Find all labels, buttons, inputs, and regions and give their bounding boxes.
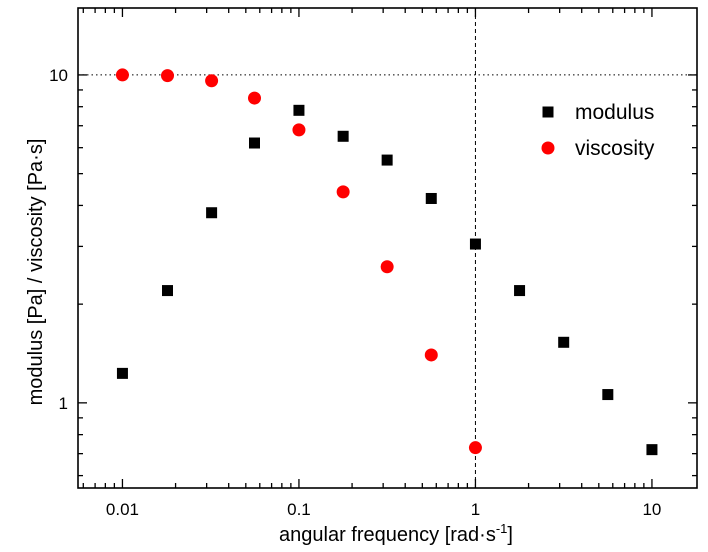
viscosity-point xyxy=(161,69,175,83)
legend-viscosity-label: viscosity xyxy=(575,137,655,160)
viscosity-point xyxy=(115,68,129,82)
x-axis-label-main: angular frequency [rad·s xyxy=(279,524,496,546)
viscosity-point xyxy=(468,441,482,455)
modulus-point xyxy=(646,444,658,456)
viscosity-point xyxy=(380,260,394,274)
x-tick-label: 1 xyxy=(471,500,480,519)
legend-viscosity-marker xyxy=(541,141,555,155)
plot-frame xyxy=(77,7,698,489)
modulus-point xyxy=(337,130,349,142)
y-axis-label: modulus [Pa] / viscosity [Pa·s] xyxy=(25,139,47,406)
modulus-point xyxy=(558,336,570,348)
viscosity-point xyxy=(424,348,438,362)
legend-modulus-marker xyxy=(542,106,554,118)
modulus-point xyxy=(381,154,393,166)
modulus-point xyxy=(602,389,614,401)
legend-modulus-label: modulus xyxy=(575,101,654,124)
viscosity-point xyxy=(205,74,219,88)
y-tick-label: 1 xyxy=(59,394,68,413)
modulus-point xyxy=(293,104,305,116)
y-tick-label: 10 xyxy=(49,66,68,85)
viscosity-point xyxy=(336,185,350,199)
x-axis-label-exponent: -1 xyxy=(496,521,508,536)
legend: modulus viscosity xyxy=(541,101,655,160)
x-axis-label: angular frequency [rad·s-1] xyxy=(279,521,513,546)
modulus-point xyxy=(514,285,526,297)
modulus-point xyxy=(425,192,437,204)
plot-area: 0.01 0.1 1 10 1 10 xyxy=(49,7,698,519)
modulus-point xyxy=(469,238,481,250)
modulus-point xyxy=(248,137,260,149)
x-tick-label: 10 xyxy=(642,500,661,519)
x-axis-label-suffix: ] xyxy=(507,524,513,546)
x-tick-label: 0.1 xyxy=(287,500,311,519)
modulus-point xyxy=(116,367,128,379)
modulus-point xyxy=(162,285,174,297)
viscosity-point xyxy=(292,123,306,137)
viscosity-point xyxy=(247,91,261,105)
x-tick-label: 0.01 xyxy=(106,500,139,519)
modulus-point xyxy=(206,207,218,219)
